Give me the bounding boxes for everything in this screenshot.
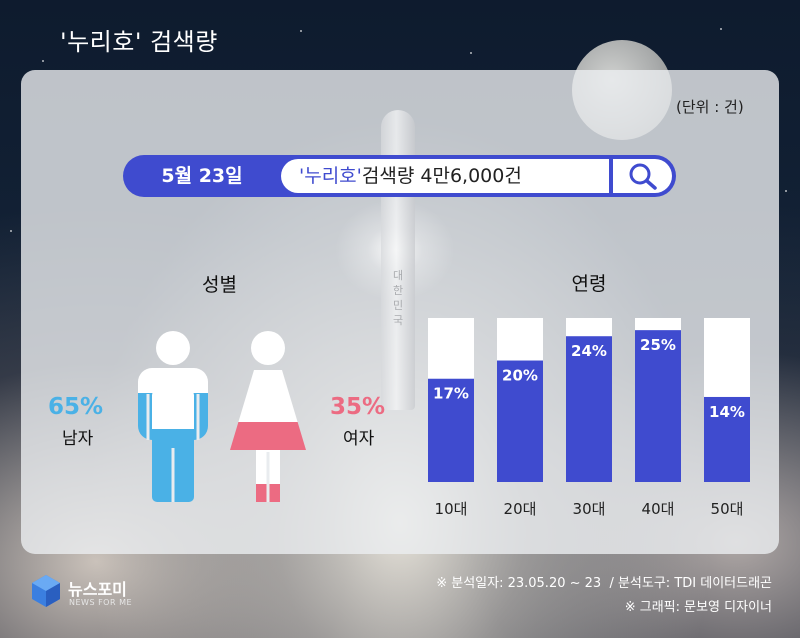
analysis-note: ※ 분석일자: 23.05.20 ~ 23 / 분석도구: TDI 데이터드래곤: [436, 576, 772, 591]
bar-value-label: 17%: [433, 385, 469, 403]
male-figure-icon: [138, 331, 208, 502]
bar-50대: [704, 396, 750, 482]
search-button[interactable]: [613, 159, 672, 193]
bar-value-label: 14%: [709, 403, 745, 421]
logo-name: 뉴스포미: [68, 580, 127, 599]
x-tick-label: 50대: [711, 500, 744, 518]
x-tick-label: 20대: [504, 500, 537, 518]
star: [720, 28, 722, 30]
newsforme-logo-icon: [32, 575, 60, 607]
search-text: 검색량 4만6,000건: [361, 165, 522, 187]
search-input[interactable]: '누리호'검색량 4만6,000건: [281, 159, 609, 193]
search-icon: [629, 163, 657, 190]
rocket-lettering: 대한민국: [392, 269, 404, 327]
star: [470, 52, 472, 54]
star: [42, 60, 44, 62]
female-figure-icon: [230, 331, 306, 502]
x-tick-label: 10대: [435, 500, 468, 518]
star: [785, 190, 787, 192]
bar-40대: [635, 330, 681, 482]
x-tick-label: 30대: [573, 500, 606, 518]
bar-30대: [566, 336, 612, 482]
bar-10대: [428, 378, 474, 482]
unit-label: (단위 : 건): [676, 98, 744, 116]
bar-value-label: 25%: [640, 336, 676, 354]
star: [10, 230, 12, 232]
female-label: 여자: [343, 429, 375, 449]
bar-value-label: 24%: [571, 342, 607, 360]
logo-tagline: NEWS FOR ME: [69, 598, 133, 607]
bar-value-label: 20%: [502, 367, 538, 385]
chart-title: 연령: [572, 273, 607, 295]
search-bar: 5월 23일 '누리호'검색량 4만6,000건: [123, 155, 676, 197]
bar-20대: [497, 360, 543, 482]
graphic-note: ※ 그래픽: 문보영 디자이너: [624, 600, 772, 615]
x-tick-label: 40대: [642, 500, 675, 518]
search-date-label: 5월 23일: [161, 165, 243, 187]
male-label: 남자: [62, 429, 94, 449]
gender-heading: 성별: [202, 274, 237, 296]
star: [300, 30, 302, 32]
page-title: '누리호' 검색량: [60, 28, 218, 56]
male-percent: 65%: [48, 394, 104, 420]
female-percent: 35%: [330, 394, 386, 420]
search-keyword: '누리호': [299, 165, 362, 187]
